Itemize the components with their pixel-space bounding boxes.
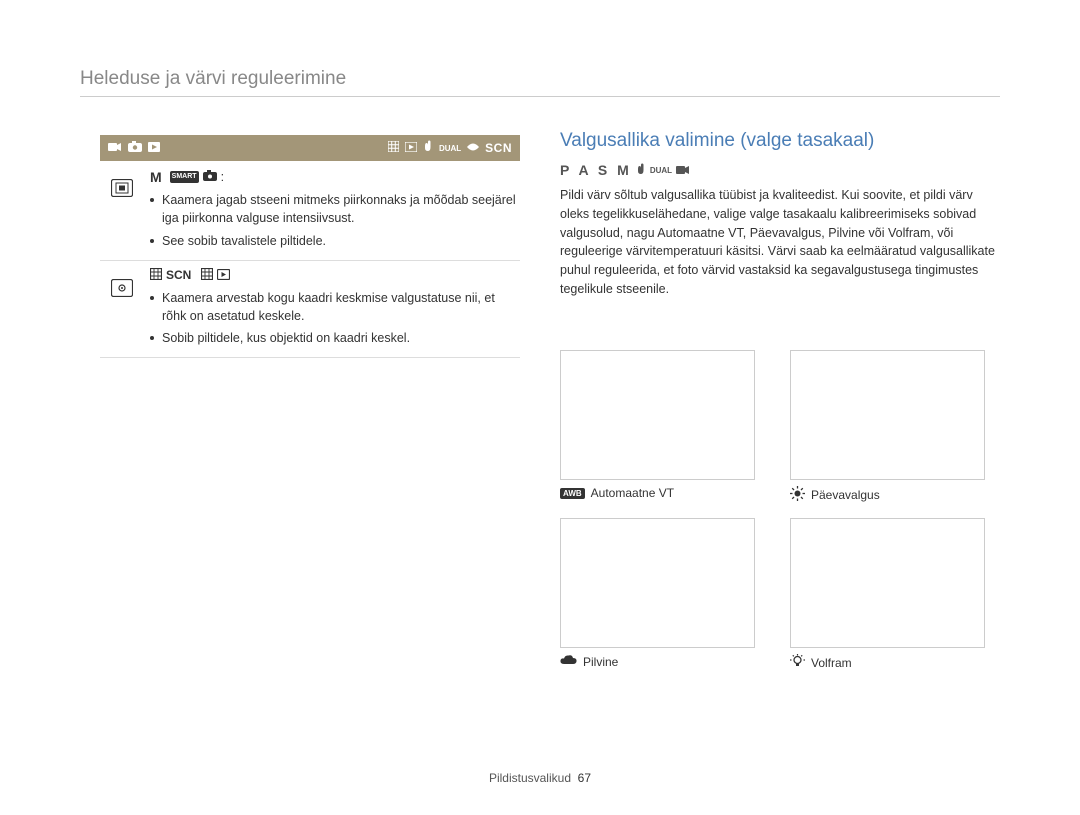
play-box2-icon bbox=[405, 139, 417, 157]
row-content: SCN Kaamera arvestab kogu kaadri keskmis… bbox=[144, 267, 520, 352]
video-small-icon bbox=[676, 162, 690, 178]
list-item: See sobib tavalistele piltidele. bbox=[150, 232, 520, 250]
page-number: 67 bbox=[578, 771, 591, 785]
scn-label: SCN bbox=[485, 141, 512, 155]
left-column: DUAL SCN M SMART : Kaamera jagab stseeni… bbox=[100, 135, 520, 358]
cloudy-icon bbox=[560, 654, 577, 669]
mode-letters: P A S M bbox=[560, 162, 632, 178]
page-footer: Pildistusvalikud 67 bbox=[0, 771, 1080, 785]
grid-small2-icon bbox=[201, 267, 213, 285]
wb-label: Päevavalgus bbox=[790, 486, 1000, 504]
wb-label-text: Volfram bbox=[811, 656, 852, 670]
wb-label-text: Automaatne VT bbox=[591, 486, 674, 500]
title-underline bbox=[80, 96, 1000, 97]
right-column: Valgusallika valimine (valge tasakaal) P… bbox=[560, 130, 1000, 299]
center-metering-icon bbox=[111, 279, 133, 302]
mode-camera-small-icon bbox=[203, 168, 217, 186]
wb-option-tungsten: Volfram bbox=[790, 518, 1000, 672]
dual-label: DUAL bbox=[439, 144, 461, 153]
daylight-icon bbox=[790, 486, 805, 504]
grid-icon bbox=[388, 139, 399, 157]
mode-header-bar: DUAL SCN bbox=[100, 135, 520, 161]
wb-option-cloudy: Pilvine bbox=[560, 518, 770, 672]
grid-small-icon bbox=[150, 267, 162, 285]
awb-icon: AWB bbox=[560, 488, 585, 499]
wb-sample-image bbox=[560, 518, 755, 648]
wb-option-auto: AWB Automaatne VT bbox=[560, 350, 770, 504]
wb-label-text: Pilvine bbox=[583, 655, 618, 669]
video-icon bbox=[108, 139, 122, 157]
scn-small-label: SCN bbox=[166, 267, 191, 284]
mode-line: M SMART : bbox=[150, 167, 520, 187]
wb-label: Volfram bbox=[790, 654, 1000, 672]
list-item: Kaamera jagab stseeni mitmeks piirkonnak… bbox=[150, 191, 520, 227]
play-small-icon bbox=[217, 267, 230, 285]
colon: : bbox=[221, 168, 224, 186]
mode-strip: P A S M DUAL bbox=[560, 162, 1000, 178]
camera-icon bbox=[128, 139, 142, 157]
section-body: Pildi värv sõltub valgusallika tüübist j… bbox=[560, 186, 1000, 299]
list-item: Sobib piltidele, kus objektid on kaadri … bbox=[150, 329, 520, 347]
wb-option-daylight: Päevavalgus bbox=[790, 350, 1000, 504]
wb-sample-image bbox=[790, 350, 985, 480]
bullet-list: Kaamera jagab stseeni mitmeks piirkonnak… bbox=[150, 191, 520, 249]
list-item: Kaamera arvestab kogu kaadri keskmise va… bbox=[150, 289, 520, 325]
white-balance-grid: AWB Automaatne VT Päevavalgus Pilvine Vo… bbox=[560, 350, 1000, 672]
play-box-icon bbox=[148, 139, 160, 157]
table-row: M SMART : Kaamera jagab stseeni mitmeks … bbox=[100, 161, 520, 261]
row-content: M SMART : Kaamera jagab stseeni mitmeks … bbox=[144, 167, 520, 254]
wb-label: AWB Automaatne VT bbox=[560, 486, 770, 500]
page-title: Heleduse ja värvi reguleerimine bbox=[80, 68, 346, 90]
mode-m-label: M bbox=[150, 167, 162, 187]
mode-line: SCN bbox=[150, 267, 520, 285]
footer-label: Pildistusvalikud bbox=[489, 771, 571, 785]
wb-label: Pilvine bbox=[560, 654, 770, 669]
row-icon-cell bbox=[100, 167, 144, 254]
dual-small-label: DUAL bbox=[650, 166, 672, 175]
multi-metering-icon bbox=[111, 179, 133, 202]
wb-sample-image bbox=[790, 518, 985, 648]
bullet-list: Kaamera arvestab kogu kaadri keskmise va… bbox=[150, 289, 520, 347]
row-icon-cell bbox=[100, 267, 144, 352]
table-row: SCN Kaamera arvestab kogu kaadri keskmis… bbox=[100, 261, 520, 359]
hand-icon bbox=[636, 162, 646, 178]
tungsten-icon bbox=[790, 654, 805, 672]
pan-icon bbox=[467, 139, 479, 157]
hand-icon bbox=[423, 139, 433, 157]
smart-badge: SMART bbox=[170, 171, 199, 183]
wb-sample-image bbox=[560, 350, 755, 480]
wb-label-text: Päevavalgus bbox=[811, 488, 880, 502]
section-title: Valgusallika valimine (valge tasakaal) bbox=[560, 130, 1000, 152]
